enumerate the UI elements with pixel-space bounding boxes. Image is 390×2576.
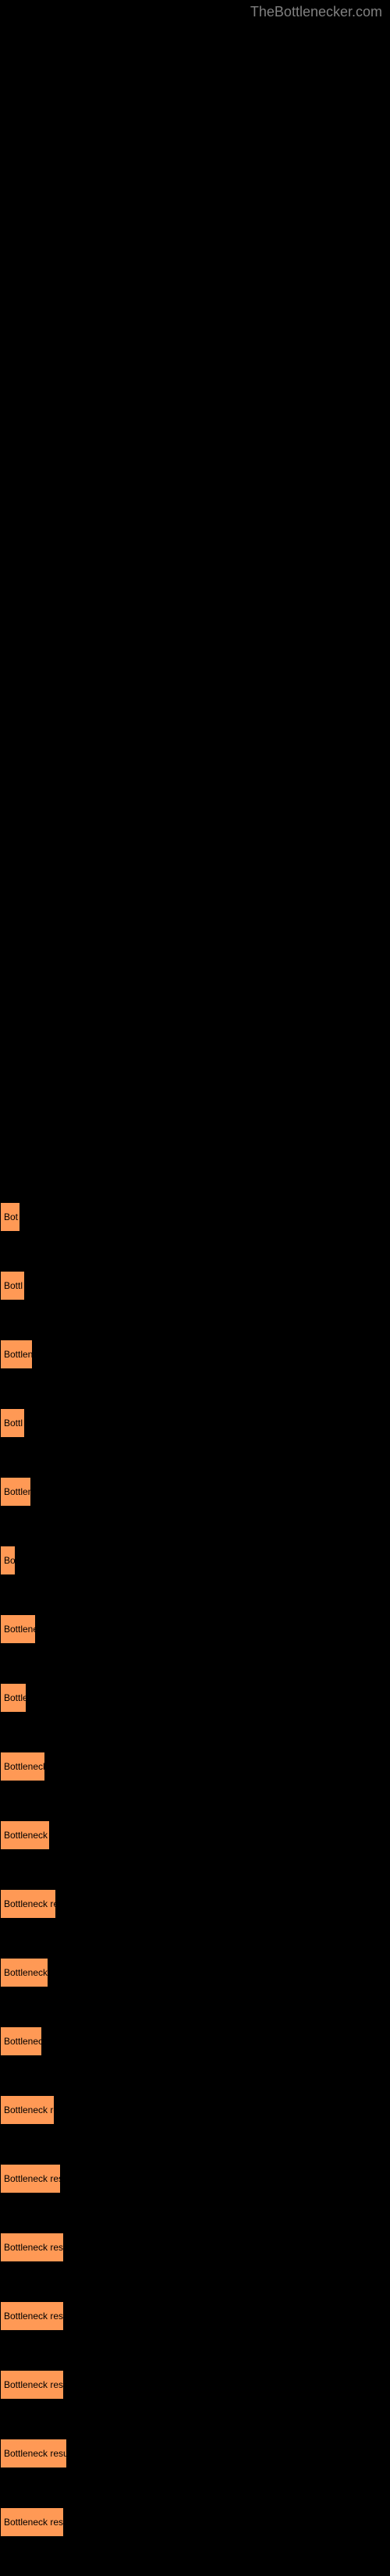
bar-row: Bottlene xyxy=(0,1340,390,1369)
chart-bar: Bottleneck result xyxy=(0,2439,67,2468)
bar-row: Bottleneck result xyxy=(0,1889,390,1919)
bar-row: Bottl xyxy=(0,1271,390,1300)
bar-row: Bottleneck re xyxy=(0,1752,390,1781)
chart-bar: Bottlen xyxy=(0,1477,31,1507)
chart-bar: Bottleneck result xyxy=(0,2164,61,2194)
chart-bar: Bottleneck resu xyxy=(0,1958,48,1987)
chart-bar: Bottle xyxy=(0,1683,27,1713)
bar-row: Bottleneck result xyxy=(0,2164,390,2194)
bar-row: Bottle xyxy=(0,1683,390,1713)
bar-row: Bottleneck result xyxy=(0,2439,390,2468)
chart-bar: Bottlene xyxy=(0,1340,33,1369)
bar-row: Bot xyxy=(0,1202,390,1232)
watermark-text: TheBottlenecker.com xyxy=(250,4,382,20)
chart-bar: Bot xyxy=(0,1202,20,1232)
chart-bar: Bottl xyxy=(0,1271,25,1300)
chart-bar: Bottleneck res xyxy=(0,1820,50,1850)
chart-bar: Bottleneck r xyxy=(0,2026,42,2056)
chart-bar: Bottleneck re xyxy=(0,1752,45,1781)
bar-row: Bo xyxy=(0,1546,390,1575)
bar-row: Bottlen xyxy=(0,1477,390,1507)
bar-row: Bottleneck result xyxy=(0,2507,390,2537)
chart-bar: Bottleneck result xyxy=(0,1889,56,1919)
bar-row: Bottleneck result xyxy=(0,2095,390,2125)
chart-bar: Bo xyxy=(0,1546,16,1575)
chart-bar: Bottlenec xyxy=(0,1614,36,1644)
chart-bar: Bottleneck result xyxy=(0,2095,55,2125)
chart-bar: Bottleneck result xyxy=(0,2233,64,2262)
bar-row: Bottleneck resu xyxy=(0,1958,390,1987)
bar-row: Bottleneck result xyxy=(0,2370,390,2400)
chart-bar: Bottl xyxy=(0,1408,25,1438)
bar-row: Bottleneck result xyxy=(0,2301,390,2331)
bar-row: Bottlenec xyxy=(0,1614,390,1644)
bar-row: Bottl xyxy=(0,1408,390,1438)
bar-row: Bottleneck r xyxy=(0,2026,390,2056)
chart-bar: Bottleneck result xyxy=(0,2301,64,2331)
chart-bar: Bottleneck result xyxy=(0,2370,64,2400)
bar-row: Bottleneck result xyxy=(0,2233,390,2262)
bar-chart: Bot Bottl Bottlene Bottl Bottlen Bo Bottlenec B… xyxy=(0,0,390,2537)
chart-bar: Bottleneck result xyxy=(0,2507,64,2537)
bar-row: Bottleneck res xyxy=(0,1820,390,1850)
